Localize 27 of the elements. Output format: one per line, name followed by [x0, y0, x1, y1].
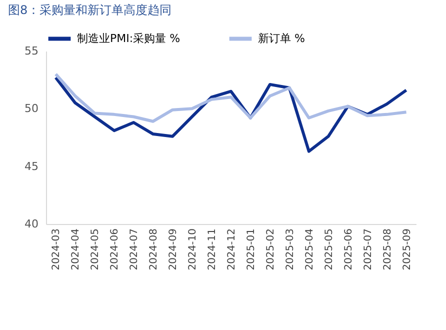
x-tick-label: 2024-12 [226, 228, 238, 270]
legend-label: 制造业PMI:采购量 % [77, 32, 180, 45]
x-tick-label: 2025-05 [324, 228, 335, 270]
y-tick-label: 45 [24, 160, 38, 173]
chart-title: 图8：采购量和新订单高度趋同 [8, 3, 172, 17]
y-tick-label: 55 [24, 44, 38, 58]
x-tick-label: 2025-01 [246, 228, 257, 270]
x-tick-label: 2024-05 [90, 228, 102, 270]
x-tick-label: 2024-10 [188, 228, 199, 270]
line-series [54, 72, 408, 123]
x-tick-label: 2024-11 [207, 228, 218, 270]
x-tick-label: 2024-04 [70, 228, 82, 270]
y-tick-label: 50 [24, 102, 38, 116]
x-tick-label: 2025-08 [382, 228, 394, 270]
y-tick-label: 40 [24, 218, 38, 230]
x-tick-label: 2025-09 [402, 228, 413, 270]
x-tick-label: 2025-06 [343, 228, 354, 270]
x-tick-label: 2025-04 [304, 228, 316, 270]
x-tick-label: 2025-07 [362, 228, 374, 270]
x-tick-label: 2025-02 [265, 228, 276, 270]
x-tick-label: 2025-03 [284, 228, 296, 270]
x-tick-label: 2024-03 [51, 228, 62, 270]
x-tick-label: 2024-06 [110, 228, 121, 270]
x-tick-label: 2024-07 [129, 228, 140, 270]
x-tick-label: 2024-08 [148, 228, 160, 270]
legend-label: 新订单 % [258, 32, 305, 45]
x-tick-label: 2024-09 [168, 228, 180, 270]
